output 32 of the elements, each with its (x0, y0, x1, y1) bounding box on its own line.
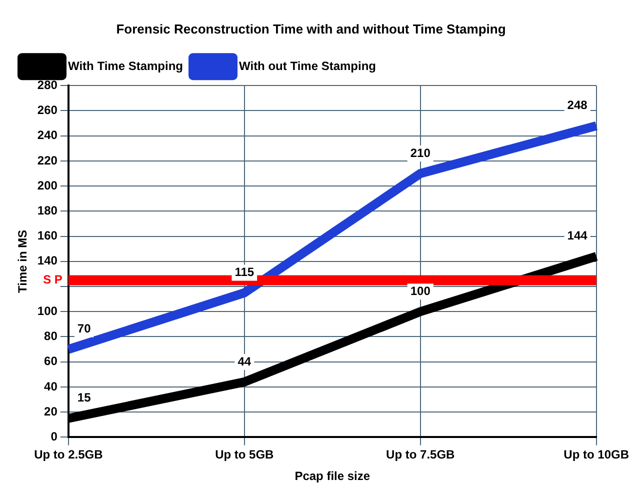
y-tick-label: 140 (37, 254, 58, 268)
x-tick-label: Up to 7.5GB (386, 448, 456, 462)
data-label: 70 (77, 322, 92, 336)
x-tick-label: Up to 2.5GB (34, 448, 104, 462)
y-tick-label: 40 (44, 379, 58, 394)
y-tick-label: 240 (37, 128, 58, 142)
data-label: 144 (567, 228, 588, 243)
legend-label: With Time Stamping (68, 58, 184, 73)
y-tick-label: 200 (37, 178, 58, 192)
data-label: 248 (567, 98, 588, 112)
y-tick-label: 20 (44, 404, 58, 418)
y-tick-label: 80 (44, 329, 58, 344)
y-tick-label: 0 (50, 430, 58, 444)
y-axis-title: Time in MS (16, 230, 30, 293)
y-tick-label: 280 (37, 78, 58, 92)
data-label: 15 (77, 390, 92, 405)
data-label: 44 (238, 354, 252, 368)
y-tick-label: 180 (37, 203, 58, 218)
y-tick-label: 260 (37, 103, 58, 118)
ref-line-label: S P (43, 272, 62, 287)
data-label: 100 (410, 284, 431, 298)
x-axis-title: Pcap file size (294, 469, 370, 484)
data-label: 210 (410, 146, 431, 160)
y-tick-label: 220 (37, 153, 58, 168)
x-tick-label: Up to 10GB (564, 448, 630, 462)
data-label: 115 (234, 265, 254, 280)
y-tick-label: 160 (37, 228, 58, 243)
x-tick-label: Up to 5GB (215, 448, 274, 462)
legend-label: With out Time Stamping (239, 58, 376, 73)
y-tick-label: 100 (37, 304, 58, 318)
chart-title: Forensic Reconstruction Time with and without Time Stamping (116, 21, 506, 36)
y-tick-label: 60 (44, 354, 58, 368)
